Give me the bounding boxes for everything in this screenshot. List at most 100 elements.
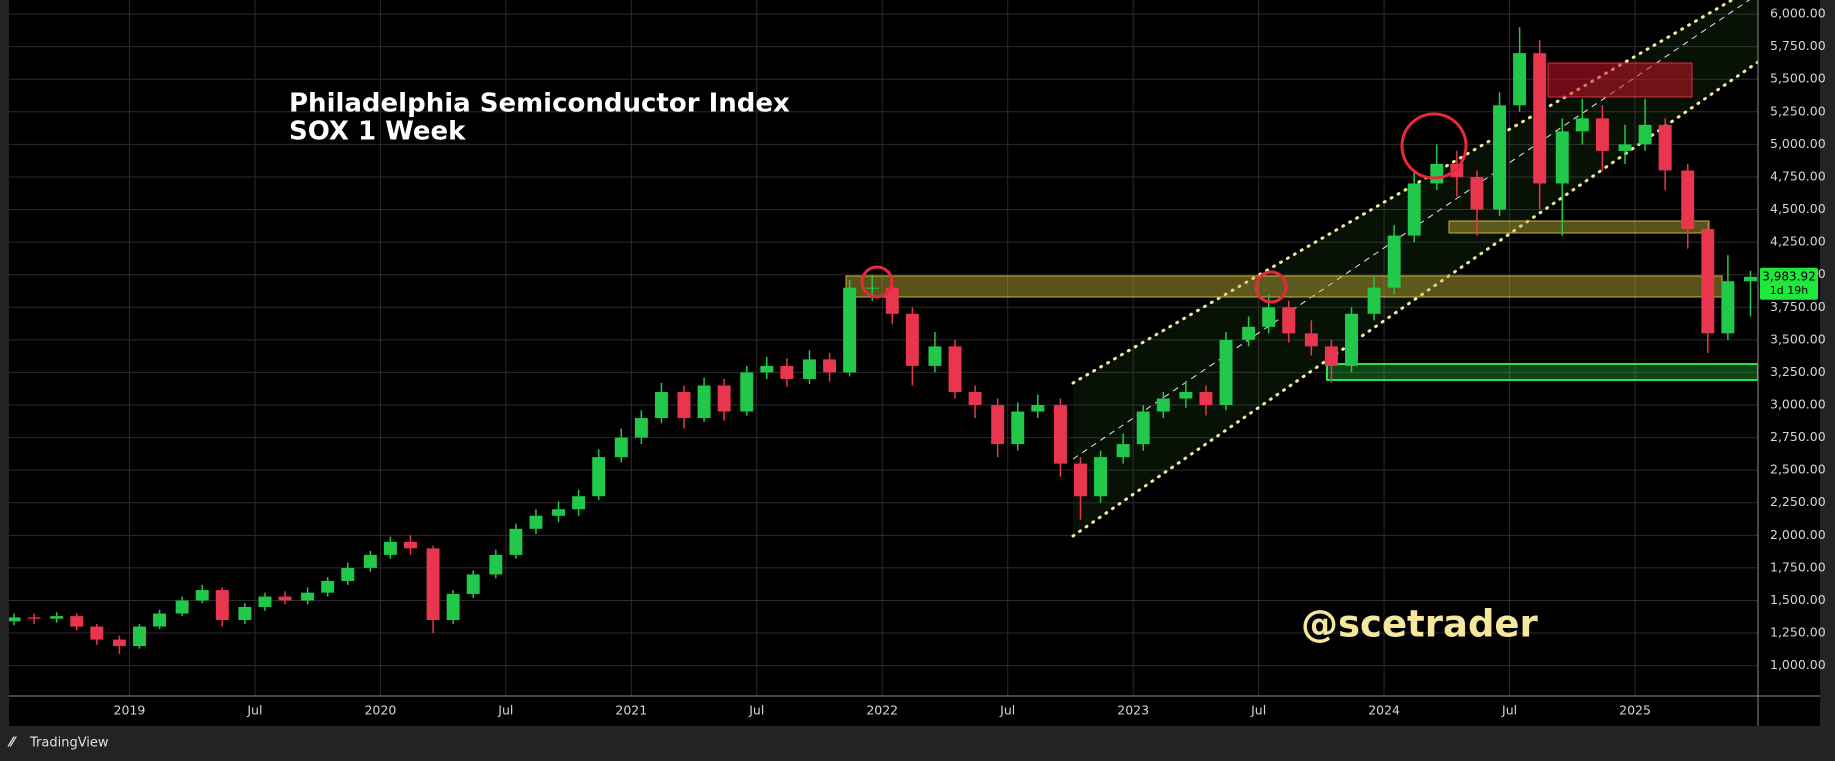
candle-body [843,287,857,373]
candle-body [802,359,816,379]
candle-body [9,617,21,622]
candle-body [404,541,417,549]
candle-body [1219,339,1233,406]
x-tick-label: 2019 [114,703,146,718]
x-tick-label: Jul [497,703,513,718]
y-tick-label: 1,750.00 [1770,559,1826,574]
candle-body [1470,176,1484,210]
candle-body [592,457,606,497]
candle-body [1658,124,1672,171]
candle-body [509,528,523,555]
y-tick-label: 2,750.00 [1770,429,1826,444]
x-tick-label: 2020 [364,703,396,718]
circle-marker [860,265,894,299]
y-tick-label: 4,250.00 [1770,234,1826,249]
supply-zone [1547,62,1693,98]
candle-body [1073,463,1087,497]
x-tick-label: 2021 [615,703,647,718]
y-tick-label: 1,500.00 [1770,592,1826,607]
candle-body [27,617,41,619]
candle-body [301,592,315,601]
candle-body [258,596,272,607]
candle-body [760,365,774,373]
candle-body [780,365,794,379]
candle-body [90,626,104,640]
candle-body [1304,333,1318,347]
y-tick-label: 1,000.00 [1770,657,1826,672]
y-tick-label: 5,500.00 [1770,71,1826,86]
candle-body [1493,105,1507,210]
side-strip [1820,0,1835,726]
y-tick-label: 5,000.00 [1770,136,1826,151]
candle-body [1430,163,1444,184]
candle-body [215,590,229,621]
support-zone [1448,220,1710,234]
brand-logo: ⁄⁄ [7,736,17,751]
watermark: @scetrader [1301,603,1539,646]
x-tick-label: Jul [748,703,764,718]
candle-body [1743,276,1757,282]
candle-body [1618,144,1632,151]
x-tick-label: 2023 [1117,703,1149,718]
candle-body [1681,170,1695,230]
candle-body [1638,124,1652,145]
x-tick-label: Jul [1501,703,1517,718]
candle-body [928,346,942,366]
candle-body [112,639,126,647]
x-tick-label: 2025 [1619,703,1651,718]
candle-body [1179,391,1193,399]
candle-body [634,418,648,438]
candle-body [426,548,440,621]
chart-title: Philadelphia Semiconductor Index [289,89,790,119]
candle-body [1136,411,1150,445]
candle-body [740,372,754,412]
channel-fill [1073,0,1758,536]
candle-body [823,359,837,373]
circle-marker [1254,270,1288,304]
x-tick-label: Jul [999,703,1015,718]
candle-body [1387,235,1401,288]
countdown-label: 1d 19h [1770,284,1808,297]
candle-body [133,626,146,647]
y-tick-label: 3,000.00 [1770,397,1826,412]
candle-body [1156,398,1170,412]
x-tick-label: 2024 [1368,703,1400,718]
candle-body [1053,405,1067,464]
candle-body [697,385,711,419]
y-tick-label: 4,750.00 [1770,168,1826,183]
candle-body [50,616,64,619]
demand-zone [1326,363,1758,381]
candle-body [175,600,189,614]
y-tick-label: 1,250.00 [1770,625,1826,640]
candle-body [948,346,962,392]
candle-body [717,385,731,412]
y-tick-label: 2,250.00 [1770,494,1826,509]
candle-body [363,554,377,568]
candle-body [1721,281,1735,334]
x-tick-label: 2022 [866,703,898,718]
candle-body [865,287,879,289]
candle-body [1533,53,1547,184]
circle-marker [1400,112,1468,180]
candle-body [614,437,628,458]
x-tick-label: Jul [1250,703,1266,718]
x-tick-label: Jul [246,703,262,718]
y-tick-label: 6,000.00 [1770,6,1826,21]
candle-body [1701,229,1715,334]
candle-body [278,596,292,601]
y-tick-label: 2,500.00 [1770,462,1826,477]
highlights [860,112,1468,304]
y-tick-label: 3,250.00 [1770,364,1826,379]
y-tick-label: 3,750.00 [1770,299,1826,314]
candle-body [1324,346,1338,366]
candle-body [1242,326,1256,340]
candle-body [466,574,480,594]
channel-mid [1072,0,1751,460]
candle-body [885,287,899,314]
candle-body [1513,53,1527,106]
candle-body [1199,391,1213,406]
channel-lower [1071,60,1758,538]
channel-upper [1071,0,1734,385]
candles [9,27,1757,654]
